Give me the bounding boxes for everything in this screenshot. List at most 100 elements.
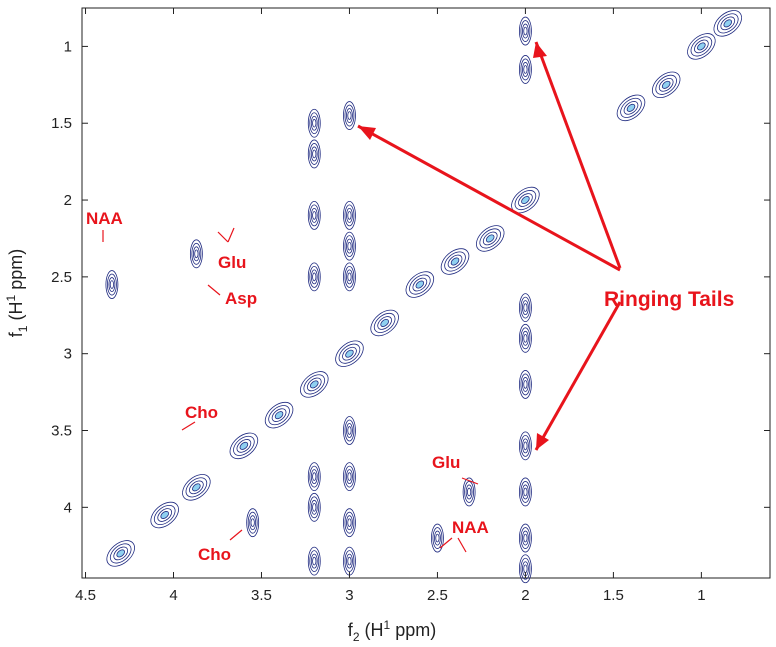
contour-ring bbox=[523, 65, 528, 74]
peak bbox=[343, 462, 356, 491]
contour-ring bbox=[345, 349, 354, 358]
annotation: Glu bbox=[432, 453, 460, 472]
y-tick-label: 1 bbox=[64, 38, 72, 55]
contour-ring bbox=[312, 503, 317, 512]
contour-ring bbox=[626, 103, 636, 112]
contours bbox=[105, 10, 743, 584]
contour-ring bbox=[373, 312, 396, 333]
contour-ring bbox=[338, 343, 361, 364]
contour-ring bbox=[109, 280, 114, 289]
contour-ring bbox=[160, 511, 169, 519]
peak bbox=[440, 248, 470, 275]
contour-ring bbox=[312, 149, 317, 159]
contour-ring bbox=[523, 334, 528, 343]
peak bbox=[335, 340, 364, 367]
contour-ring bbox=[655, 74, 677, 95]
contour-ring bbox=[522, 62, 529, 77]
peak bbox=[519, 370, 532, 399]
contour-ring bbox=[344, 265, 355, 288]
contour-ring bbox=[185, 477, 208, 498]
contour-ring bbox=[309, 204, 320, 227]
contour-ring bbox=[116, 549, 125, 558]
peak bbox=[246, 508, 260, 538]
contour-ring bbox=[105, 270, 119, 299]
peak bbox=[687, 33, 716, 60]
peak bbox=[300, 371, 329, 398]
contour-ring bbox=[306, 377, 322, 392]
contour-ring bbox=[346, 469, 353, 484]
contour-ring bbox=[271, 408, 287, 422]
y-tick-label: 2.5 bbox=[51, 269, 72, 286]
contour-ring bbox=[309, 265, 320, 288]
contour-ring bbox=[108, 277, 116, 292]
contour-ring bbox=[229, 432, 259, 460]
x-tick-label: 2 bbox=[521, 587, 529, 604]
contour-ring bbox=[658, 78, 674, 92]
contour-ring bbox=[310, 146, 318, 162]
contour-ring bbox=[520, 327, 531, 350]
contour-ring bbox=[274, 411, 284, 420]
contour-ring bbox=[343, 262, 356, 292]
contour-ring bbox=[697, 42, 706, 51]
peak bbox=[519, 477, 532, 507]
contour-ring bbox=[189, 480, 204, 495]
contour-ring bbox=[346, 238, 353, 254]
contour-ring bbox=[309, 496, 320, 519]
contour-ring bbox=[300, 371, 329, 398]
contour-ring bbox=[307, 201, 321, 230]
peak bbox=[307, 492, 321, 522]
contour-ring bbox=[344, 419, 355, 442]
peak bbox=[713, 10, 743, 37]
contour-ring bbox=[462, 477, 476, 507]
contour-ring bbox=[522, 377, 529, 392]
contour-ring bbox=[485, 234, 495, 243]
contour-ring bbox=[344, 104, 355, 127]
contour-ring bbox=[157, 508, 173, 522]
contour-ring bbox=[447, 254, 463, 269]
contour-ring bbox=[192, 483, 201, 492]
contour-ring bbox=[519, 523, 532, 553]
contour-ring bbox=[432, 527, 443, 549]
contour-ring bbox=[343, 508, 356, 538]
y-tick-label: 1.5 bbox=[51, 115, 72, 132]
contour-ring bbox=[519, 55, 532, 84]
contour-ring bbox=[346, 553, 353, 569]
contour-ring bbox=[522, 23, 529, 39]
contour-ring bbox=[246, 508, 260, 538]
contour-ring bbox=[415, 280, 425, 289]
contour-ring bbox=[310, 553, 318, 569]
contour-ring bbox=[107, 273, 117, 296]
contour-ring bbox=[347, 211, 352, 220]
y-axis-label: f1 (H1 ppm) bbox=[4, 249, 30, 337]
y-tick-label: 2 bbox=[64, 192, 72, 209]
contour-ring bbox=[519, 323, 532, 353]
peak bbox=[264, 401, 294, 429]
contour-ring bbox=[523, 533, 528, 543]
contour-ring bbox=[307, 108, 321, 138]
contour-ring bbox=[522, 530, 529, 546]
x-tick-label: 3 bbox=[345, 587, 353, 604]
contour-ring bbox=[303, 374, 326, 395]
contour-ring bbox=[412, 277, 428, 292]
contour-ring bbox=[467, 487, 472, 497]
contour-ring bbox=[346, 269, 353, 285]
contour-ring bbox=[720, 16, 736, 31]
contour-ring bbox=[520, 527, 531, 549]
contour-ring bbox=[434, 530, 441, 546]
annotation: Ringing Tails bbox=[604, 288, 734, 311]
annotation: NAA bbox=[452, 518, 489, 537]
contour-ring bbox=[247, 511, 258, 534]
contour-ring bbox=[520, 58, 531, 81]
contour-ring bbox=[310, 208, 318, 223]
contour-ring bbox=[191, 242, 202, 265]
contour-ring bbox=[192, 246, 200, 262]
contour-ring bbox=[310, 269, 318, 285]
peak bbox=[431, 523, 444, 553]
contour-ring bbox=[690, 36, 713, 57]
contour-ring bbox=[346, 423, 353, 438]
peak bbox=[405, 271, 435, 298]
peak bbox=[343, 546, 356, 576]
contour-ring bbox=[307, 462, 321, 491]
peak bbox=[616, 94, 646, 122]
